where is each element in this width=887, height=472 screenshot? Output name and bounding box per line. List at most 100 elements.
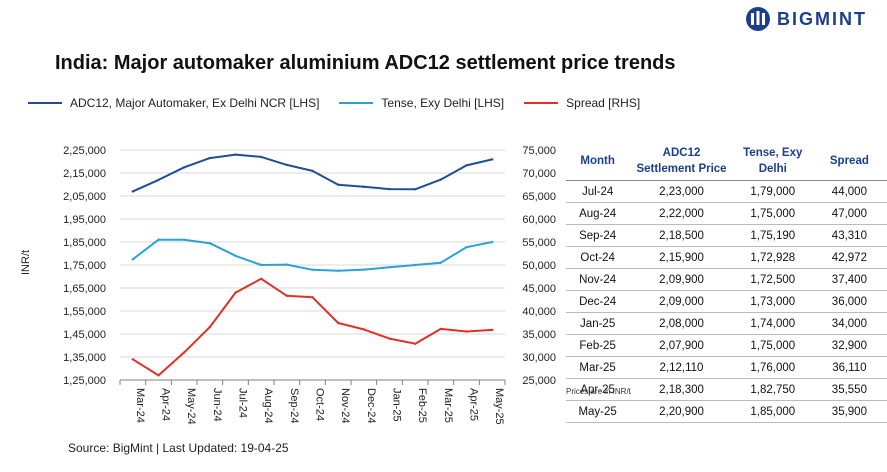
table-cell-adc12: 2,15,900	[629, 246, 734, 269]
table-cell-tense: 1,74,000	[733, 312, 812, 335]
table-note: Prices are in INR/t	[566, 387, 631, 396]
table-row: Oct-24 2,15,900 1,72,928 42,972	[566, 246, 887, 269]
data-point-adc12	[388, 187, 391, 191]
x-tick-label: Dec-24	[365, 388, 377, 423]
table-cell-spread: 35,550	[811, 378, 887, 401]
table-row: Jan-25 2,08,000 1,74,000 34,000	[566, 312, 887, 335]
legend-label-tense: Tense, Exy Delhi [LHS]	[381, 96, 505, 110]
table-header-row: Month ADC12 Settlement Price Tense, Exy …	[566, 142, 887, 181]
data-point-adc12	[465, 164, 468, 167]
y-tick-right: 75,000	[522, 145, 556, 157]
chart-title: India: Major automaker aluminium ADC12 s…	[55, 52, 676, 74]
data-point-spread	[208, 325, 211, 329]
data-point-tense	[465, 246, 468, 249]
data-point-adc12	[260, 155, 263, 159]
table-body: Jul-24 2,23,000 1,79,000 44,000 Aug-24 2,22,0…	[566, 180, 887, 423]
y-tick-left: 2,05,000	[63, 191, 106, 203]
data-point-tense	[157, 238, 160, 241]
column-header-month: Month	[566, 142, 630, 181]
table-cell-month: Apr-25	[566, 378, 630, 401]
data-point-adc12	[311, 169, 314, 173]
brand-name: BIGMINT	[777, 8, 867, 29]
price-table: Month ADC12 Settlement Price Tense, Exy …	[566, 142, 887, 423]
table-cell-spread: 47,000	[811, 202, 887, 225]
legend-item-tense: Tense, Exy Delhi [LHS]	[339, 96, 504, 110]
table-cell-tense: 1,75,000	[733, 202, 812, 225]
y-tick-left: 1,55,000	[63, 306, 106, 318]
data-point-tense	[234, 254, 237, 257]
data-point-tense	[131, 258, 134, 261]
table-row: Mar-25 2,12,110 1,76,000 36,110	[566, 356, 887, 379]
y-tick-right: 45,000	[522, 283, 556, 295]
chart-legend: ADC12, Major Automaker, Ex Delhi NCR [LH…	[28, 96, 640, 110]
column-header-spread: Spread	[811, 142, 887, 181]
brand-logo: BIGMINT	[745, 6, 867, 32]
table-cell-adc12: 2,09,900	[629, 268, 734, 291]
table-cell-month: Dec-24	[566, 290, 630, 313]
table-cell-spread: 32,900	[811, 334, 887, 357]
data-point-tense	[311, 268, 314, 271]
table-cell-tense: 1,76,000	[733, 356, 812, 379]
table-cell-month: Nov-24	[566, 268, 630, 291]
y-tick-right: 55,000	[522, 237, 556, 249]
data-point-adc12	[491, 158, 494, 161]
data-point-spread	[439, 327, 442, 331]
table-row: Nov-24 2,09,900 1,72,500 37,400	[566, 268, 887, 291]
column-header-tense: Tense, Exy Delhi	[733, 142, 812, 181]
table-cell-spread: 34,000	[811, 312, 887, 335]
x-tick-label: Oct-24	[314, 388, 326, 421]
data-point-tense	[362, 268, 365, 271]
data-point-spread	[337, 321, 340, 325]
data-point-adc12	[337, 183, 340, 186]
line-chart: 2,25,000 2,15,000 2,05,000 1,95,000 1,85,000…	[63, 145, 556, 425]
data-point-tense	[491, 240, 494, 244]
table-cell-adc12: 2,20,900	[629, 400, 734, 423]
table-cell-spread: 35,900	[811, 400, 887, 423]
table-cell-month: Jan-25	[566, 312, 630, 335]
x-tick-label: Mar-24	[134, 388, 146, 423]
data-point-spread	[157, 374, 160, 377]
table-row: May-25 2,20,900 1,85,000 35,900	[566, 400, 887, 423]
data-point-spread	[388, 337, 391, 340]
legend-swatch-adc12	[28, 102, 62, 104]
table-cell-spread: 44,000	[811, 180, 887, 203]
data-point-adc12	[234, 153, 237, 156]
data-point-spread	[183, 351, 186, 354]
data-point-tense	[388, 266, 391, 269]
y-tick-right: 50,000	[522, 260, 556, 272]
data-point-spread	[234, 291, 237, 294]
data-point-adc12	[414, 188, 417, 191]
y-tick-left: 1,35,000	[63, 352, 106, 364]
data-point-tense	[285, 263, 288, 266]
y-tick-right: 25,000	[522, 375, 556, 387]
x-tick-label: Apr-25	[468, 388, 480, 421]
table-cell-month: Aug-24	[566, 202, 630, 225]
table-row: Dec-24 2,09,000 1,73,000 36,000	[566, 290, 887, 313]
x-tick-label: May-24	[185, 388, 197, 425]
table-row: Aug-24 2,22,000 1,75,000 47,000	[566, 202, 887, 225]
table-cell-tense: 1,75,000	[733, 334, 812, 357]
series-line-spread	[132, 277, 493, 377]
table-cell-month: Oct-24	[566, 246, 630, 269]
legend-item-adc12: ADC12, Major Automaker, Ex Delhi NCR [LH…	[28, 96, 319, 110]
y-tick-right: 35,000	[522, 329, 556, 341]
x-tick-label: Sep-24	[288, 388, 300, 423]
table-row: Feb-25 2,07,900 1,75,000 32,900	[566, 334, 887, 357]
table-cell-adc12: 2,12,110	[629, 356, 734, 379]
table-cell-spread: 36,110	[811, 356, 887, 379]
series-line-tense	[132, 238, 493, 272]
x-tick-label: May-25	[493, 388, 505, 425]
data-point-adc12	[208, 156, 211, 160]
table-cell-adc12: 2,22,000	[629, 202, 734, 225]
data-point-adc12	[131, 190, 134, 193]
y-tick-right: 40,000	[522, 306, 556, 318]
data-point-spread	[260, 277, 263, 280]
source-note: Source: BigMint | Last Updated: 19-04-25	[68, 441, 289, 455]
x-tick-label: Mar-25	[442, 388, 454, 423]
y-tick-left: 2,15,000	[63, 168, 106, 180]
y-tick-right: 30,000	[522, 352, 556, 364]
data-point-tense	[414, 263, 417, 267]
data-point-adc12	[285, 163, 288, 167]
legend-label-spread: Spread [RHS]	[566, 96, 641, 110]
data-point-tense	[337, 269, 340, 272]
